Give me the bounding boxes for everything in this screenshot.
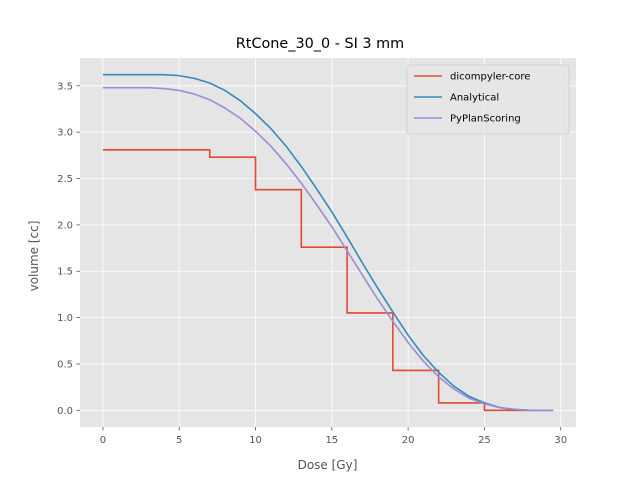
x-tick-label: 0 xyxy=(100,435,106,446)
y-tick-label: 1.0 xyxy=(57,313,73,324)
x-tick-label: 20 xyxy=(402,435,415,446)
series-line-analytical xyxy=(102,73,554,412)
y-tick-label: 0.5 xyxy=(57,359,73,370)
legend-box xyxy=(406,64,570,135)
y-tick-label: 2.0 xyxy=(57,220,73,231)
x-axis-label: Dose [Gy] xyxy=(298,458,358,472)
y-tick-label: 2.5 xyxy=(57,174,73,185)
y-tick-label: 1.5 xyxy=(57,267,73,278)
series-line-dicompyler-core xyxy=(102,148,554,412)
legend-label-analytical: Analytical xyxy=(450,93,499,104)
legend: dicompyler-core Analytical PyPlanScoring xyxy=(406,64,570,135)
legend-label-dicompyler-core: dicompyler-core xyxy=(450,72,530,83)
x-tick-label: 10 xyxy=(249,435,262,446)
x-tick-label: 30 xyxy=(554,435,567,446)
y-tick-label: 3.5 xyxy=(57,81,73,92)
series-layer xyxy=(102,73,554,412)
series-line-pyplanscoring xyxy=(102,86,554,412)
y-tick-label: 0.0 xyxy=(57,406,73,417)
chart-title: RtCone_30_0 - SI 3 mm xyxy=(236,36,404,52)
legend-label-pyplanscoring: PyPlanScoring xyxy=(450,114,521,125)
y-axis-ticks: 0.0 0.5 1.0 1.5 2.0 2.5 3.0 3.5 xyxy=(57,81,80,417)
y-tick-label: 3.0 xyxy=(57,128,73,139)
x-axis-ticks: 0 5 10 15 20 25 30 xyxy=(100,427,567,446)
x-tick-label: 15 xyxy=(325,435,338,446)
y-axis-label: volume [cc] xyxy=(27,221,41,292)
x-tick-label: 5 xyxy=(176,435,182,446)
x-tick-label: 25 xyxy=(478,435,491,446)
